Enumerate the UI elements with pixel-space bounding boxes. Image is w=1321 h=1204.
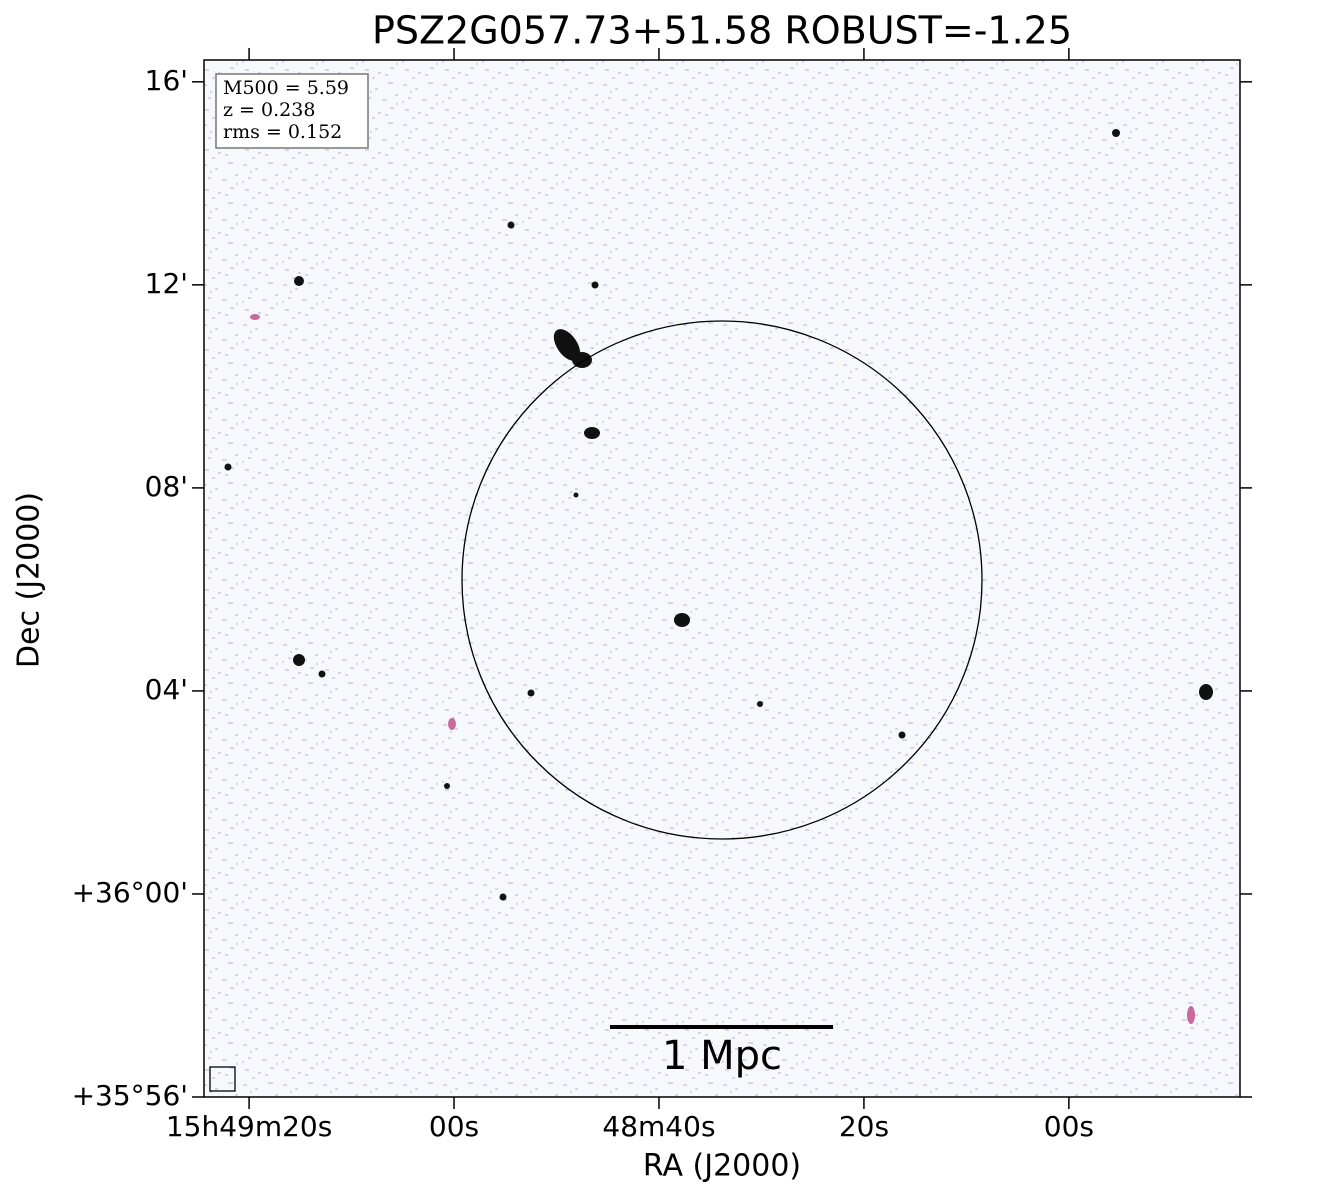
y-axis-label: Dec (J2000) — [12, 492, 47, 668]
x-tick-label: 48m40s — [602, 1110, 715, 1143]
source — [293, 654, 305, 666]
source — [584, 427, 600, 439]
source — [527, 689, 535, 697]
info-line: z = 0.238 — [223, 99, 315, 121]
info-box — [215, 73, 369, 149]
source — [573, 492, 579, 498]
y-tick-label: 12' — [145, 267, 188, 300]
x-tick-label: 00s — [429, 1110, 479, 1143]
beam-box — [209, 1066, 236, 1092]
plot-frame — [203, 59, 1241, 1098]
source — [898, 731, 906, 739]
source — [318, 670, 326, 678]
source — [757, 701, 763, 707]
source — [1112, 129, 1120, 137]
source — [250, 314, 260, 320]
y-tick-label: +35°56' — [72, 1079, 188, 1112]
y-tick-label: +36°00' — [72, 876, 188, 909]
source — [224, 463, 232, 471]
source — [507, 221, 515, 229]
source — [591, 281, 599, 289]
source — [1187, 1006, 1195, 1024]
source — [499, 893, 507, 901]
source — [294, 276, 304, 286]
x-tick-label: 20s — [839, 1110, 889, 1143]
source — [1199, 684, 1213, 700]
source — [674, 613, 690, 627]
x-tick-label: 15h49m20s — [166, 1110, 333, 1143]
y-tick-label: 04' — [145, 673, 188, 706]
scale-bar-label: 1 Mpc — [662, 1033, 782, 1079]
chart-title: PSZ2G057.73+51.58 ROBUST=-1.25 — [372, 9, 1072, 53]
sources — [224, 129, 1213, 1024]
y-tick-label: 08' — [145, 470, 188, 503]
info-line: rms = 0.152 — [223, 121, 342, 143]
radio-image — [204, 60, 1240, 1097]
r500-circle — [461, 320, 983, 840]
x-axis-label: RA (J2000) — [643, 1149, 801, 1184]
source — [553, 329, 581, 361]
y-tick-label: 16' — [145, 64, 188, 97]
info-line: M500 = 5.59 — [223, 77, 349, 99]
source — [448, 718, 456, 730]
source — [572, 352, 592, 368]
x-tick-label: 00s — [1044, 1110, 1094, 1143]
source — [444, 783, 450, 789]
